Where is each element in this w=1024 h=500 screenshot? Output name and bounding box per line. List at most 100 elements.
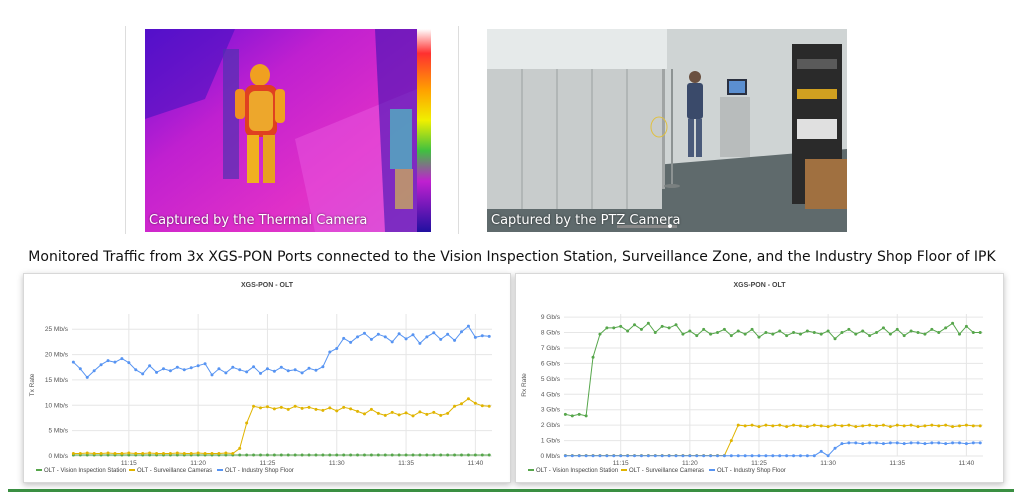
data-point xyxy=(71,360,75,364)
data-point xyxy=(342,405,346,409)
data-point xyxy=(134,451,138,455)
data-point xyxy=(951,441,955,445)
data-point xyxy=(646,321,650,325)
data-point xyxy=(937,331,941,335)
data-point xyxy=(286,407,290,411)
data-point xyxy=(785,425,789,429)
data-point xyxy=(833,337,837,341)
data-point xyxy=(446,453,450,457)
data-point xyxy=(743,424,747,428)
data-point xyxy=(736,329,740,333)
data-point xyxy=(300,371,304,375)
data-point xyxy=(383,335,387,339)
data-point xyxy=(868,334,872,338)
ptz-caption: Captured by the PTZ Camera xyxy=(491,213,681,228)
data-point xyxy=(134,368,138,372)
data-point xyxy=(203,362,207,366)
data-point xyxy=(168,369,172,373)
data-point xyxy=(92,451,96,455)
data-point xyxy=(909,441,913,445)
tx-rate-panel: XGS-PON - OLT 0 Mb/s 5 Mb/s 10 Mb/s 15 Mb/s… xyxy=(23,273,511,483)
data-point xyxy=(895,441,899,445)
y-tick-label: 7 Gb/s xyxy=(541,345,561,352)
data-point xyxy=(646,454,650,458)
y-axis-label: Tx Rate xyxy=(29,373,36,396)
data-point xyxy=(875,424,879,428)
data-point xyxy=(127,451,131,455)
data-point xyxy=(674,323,678,327)
data-point xyxy=(584,414,588,418)
data-point xyxy=(466,324,470,328)
data-point xyxy=(854,425,858,429)
tx-panel-title: XGS-PON - OLT xyxy=(241,282,293,289)
ptz-camera-image: Captured by the PTZ Camera xyxy=(487,29,847,232)
data-point xyxy=(432,410,436,414)
data-point xyxy=(868,441,872,445)
data-point xyxy=(161,451,165,455)
legend-entry: OLT - Surveillance Cameras xyxy=(137,468,212,474)
data-point xyxy=(660,324,664,328)
data-point xyxy=(605,454,609,458)
data-point xyxy=(383,413,387,417)
data-point xyxy=(238,446,242,450)
x-tick-label: 11:15 xyxy=(121,460,137,467)
y-tick-label: 6 Gb/s xyxy=(541,360,561,367)
rx-rate-chart: 0 Mb/s 1 Gb/s 2 Gb/s 3 Gb/s 4 Gb/s 5 Gb/s 6 Gb… xyxy=(521,314,983,474)
data-point xyxy=(487,453,491,457)
data-point xyxy=(155,451,159,455)
data-point xyxy=(722,327,726,331)
data-point xyxy=(245,370,249,374)
data-point xyxy=(902,442,906,446)
data-point xyxy=(418,341,422,345)
y-tick-label: 15 Mb/s xyxy=(45,377,69,384)
data-point xyxy=(819,424,823,428)
data-point xyxy=(397,453,401,457)
data-point xyxy=(210,451,214,455)
data-point xyxy=(480,334,484,338)
x-tick-label: 11:30 xyxy=(329,460,345,467)
data-point xyxy=(411,414,415,418)
data-point xyxy=(404,337,408,341)
data-point xyxy=(881,423,885,427)
data-point xyxy=(245,421,249,425)
data-point xyxy=(909,423,913,427)
x-tick-label: 11:15 xyxy=(613,460,629,467)
data-point xyxy=(881,442,885,446)
data-point xyxy=(78,367,82,371)
data-point xyxy=(833,423,837,427)
data-point xyxy=(840,442,844,446)
data-point xyxy=(743,454,747,458)
data-point xyxy=(279,453,283,457)
data-point xyxy=(321,408,325,412)
data-point xyxy=(847,441,851,445)
data-point xyxy=(349,453,353,457)
data-point xyxy=(847,423,851,427)
data-point xyxy=(335,409,339,413)
data-point xyxy=(653,454,657,458)
data-point xyxy=(577,454,581,458)
data-point xyxy=(702,454,706,458)
data-point xyxy=(210,373,214,377)
data-point xyxy=(563,412,567,416)
data-point xyxy=(321,453,325,457)
data-point xyxy=(293,404,297,408)
data-point xyxy=(764,331,768,335)
data-point xyxy=(833,446,837,450)
data-point xyxy=(944,326,948,330)
data-point xyxy=(633,323,637,327)
data-point xyxy=(688,454,692,458)
data-point xyxy=(923,332,927,336)
data-point xyxy=(951,425,955,429)
data-point xyxy=(736,454,740,458)
data-point xyxy=(937,441,941,445)
data-point xyxy=(944,423,948,427)
data-point xyxy=(259,453,263,457)
data-point xyxy=(612,454,616,458)
data-point xyxy=(418,453,422,457)
data-point xyxy=(570,454,574,458)
data-point xyxy=(785,334,789,338)
data-point xyxy=(715,454,719,458)
data-point xyxy=(265,367,269,371)
data-point xyxy=(868,423,872,427)
data-point xyxy=(888,425,892,429)
